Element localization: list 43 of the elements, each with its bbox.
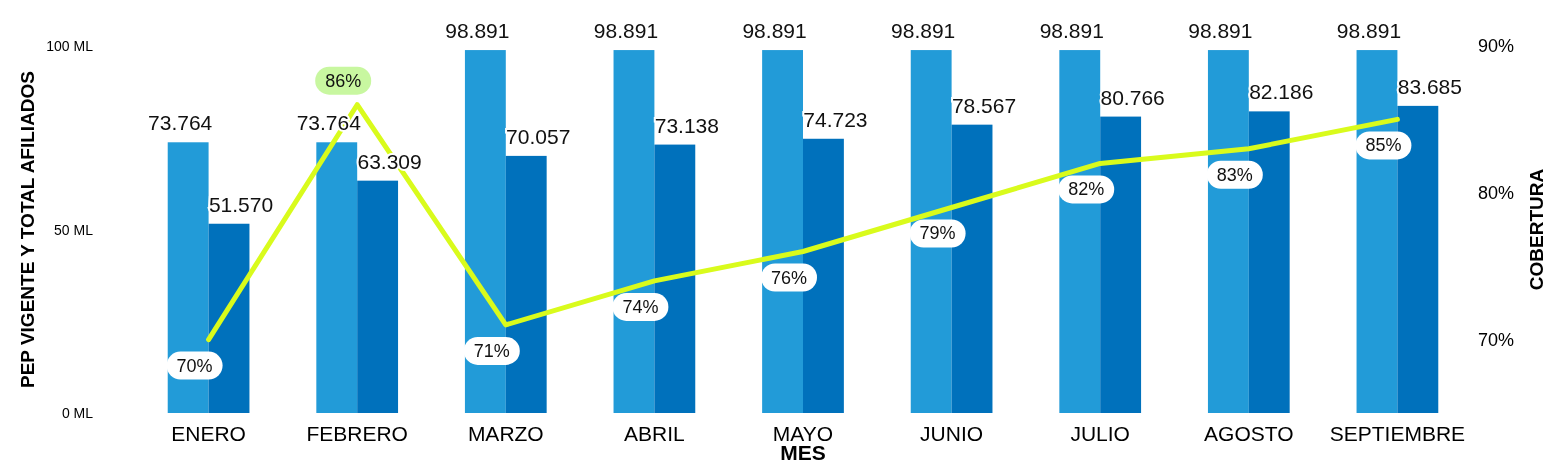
data-label: 98.891 bbox=[742, 19, 807, 43]
data-label: 78.567 bbox=[951, 93, 1017, 117]
x-tick-label: JUNIO bbox=[920, 422, 984, 445]
y-tick-label: 100 ML bbox=[46, 38, 94, 54]
x-tick-label: SEPTIEMBRE bbox=[1329, 422, 1466, 445]
data-label: 98.891 bbox=[891, 19, 956, 43]
x-tick-label: ENERO bbox=[171, 422, 246, 445]
data-label: 85% bbox=[1365, 135, 1402, 156]
y2-axis-title: COBERTURA bbox=[1526, 168, 1547, 291]
data-label: 82% bbox=[1068, 179, 1105, 200]
y-tick-label: 50 ML bbox=[54, 221, 94, 238]
data-label: 98.891 bbox=[1188, 19, 1253, 43]
data-label: 70% bbox=[176, 355, 213, 376]
data-label: 51.570 bbox=[208, 192, 274, 216]
data-label: 71% bbox=[473, 340, 510, 361]
data-label: 76% bbox=[770, 267, 808, 288]
data-label: 98.891 bbox=[593, 19, 659, 43]
y2-tick-label: 70% bbox=[1478, 329, 1515, 350]
data-label: 79% bbox=[919, 223, 956, 244]
x-tick-label: MARZO bbox=[467, 422, 544, 445]
data-label: 70.057 bbox=[506, 124, 571, 148]
data-label: 98.891 bbox=[1336, 19, 1402, 43]
data-label: 80.766 bbox=[1100, 85, 1165, 109]
y2-tick-label: 90% bbox=[1478, 36, 1515, 56]
bar bbox=[316, 142, 358, 413]
x-tick-label: AGOSTO bbox=[1204, 422, 1294, 445]
data-label: 83% bbox=[1216, 164, 1253, 185]
data-label: 98.891 bbox=[445, 19, 510, 43]
data-label: 74.723 bbox=[803, 107, 868, 131]
y2-tick-label: 80% bbox=[1478, 182, 1515, 203]
bar bbox=[357, 180, 399, 413]
y-axis-title: PEP VIGENTE Y TOTAL AFILIADOS bbox=[17, 70, 38, 389]
data-label: 73.764 bbox=[148, 111, 213, 135]
y-tick-label: 0 ML bbox=[61, 405, 94, 421]
data-label: 86% bbox=[325, 70, 362, 91]
x-tick-label: JULIO bbox=[1070, 422, 1130, 445]
data-label: 73.138 bbox=[654, 113, 719, 137]
data-label: 74% bbox=[622, 296, 659, 317]
data-label: 98.891 bbox=[1039, 19, 1104, 43]
x-tick-label: ABRIL bbox=[624, 422, 685, 445]
data-label: 82.186 bbox=[1249, 80, 1314, 104]
x-tick-label: FEBRERO bbox=[306, 422, 408, 445]
data-label: 83.685 bbox=[1397, 74, 1462, 98]
